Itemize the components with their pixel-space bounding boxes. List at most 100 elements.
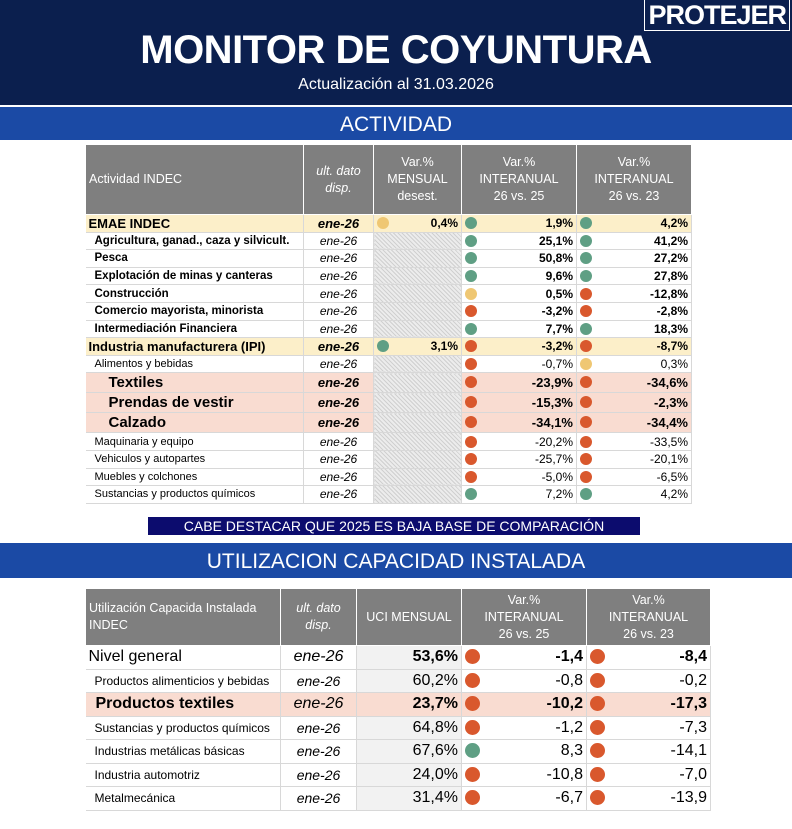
row: Pesca ene-26 50,8% 27,2% <box>85 249 692 268</box>
value: -6,7 <box>555 789 583 807</box>
row-label: Industrias metálicas básicas <box>85 739 281 764</box>
status-dot <box>465 790 480 806</box>
row-label: Sustancias y productos químicos <box>85 716 281 740</box>
row: Metalmecánica ene-26 31,4% -6,7 -13,9 <box>85 786 711 811</box>
header-cell: Utilización Capacida Instalada INDEC <box>85 588 281 646</box>
value: -34,4% <box>646 415 688 431</box>
row: Maquinaria y equipo ene-26 -20,2% -33,5% <box>85 432 692 451</box>
date-cell: ene-26 <box>303 214 374 233</box>
row: Sustancias y productos químicos ene-26 7,2… <box>85 485 692 504</box>
row: Agricultura, ganad., caza y silvicult. en… <box>85 232 692 251</box>
row: Productos textiles ene-26 23,7% -10,2 -17,3 <box>85 692 711 717</box>
value-cell: 41,2% <box>576 232 692 251</box>
value: -0,7% <box>541 357 573 372</box>
status-dot <box>465 340 477 353</box>
row-label: Explotación de minas y canteras <box>85 267 304 286</box>
status-dot <box>590 743 605 759</box>
date-cell: ene-26 <box>303 468 374 487</box>
value-cell: -20,1% <box>576 450 692 469</box>
status-dot <box>580 396 592 409</box>
date-cell: ene-26 <box>280 645 357 670</box>
value-cell: -33,5% <box>576 432 692 451</box>
header-cell: Var.% INTERANUAL 26 vs. 25 <box>461 588 587 646</box>
value-cell: -5,0% <box>461 468 577 487</box>
value-cell <box>373 232 462 251</box>
header-cell: ult. dato disp. <box>280 588 357 646</box>
status-dot <box>590 672 605 688</box>
value: 4,2% <box>660 487 688 502</box>
row-label: Metalmecánica <box>85 786 281 811</box>
value: -34,1% <box>531 415 573 431</box>
header-cell: Actividad INDEC <box>85 144 304 215</box>
value: -12,8% <box>649 286 688 301</box>
value: -17,3 <box>670 695 707 713</box>
row-label: Agricultura, ganad., caza y silvicult. <box>85 232 304 251</box>
activity-table: Actividad INDEC ult. dato disp. Var.% MENS… <box>85 144 692 504</box>
value: 18,3% <box>653 321 688 336</box>
value-cell: -3,2% <box>461 302 577 321</box>
row-label: Construcción <box>85 284 304 303</box>
row: EMAE INDEC ene-26 0,4% 1,9% 4,2% <box>85 214 692 233</box>
row-label: Industria automotriz <box>85 763 281 787</box>
status-dot <box>580 470 592 483</box>
value: -34,6% <box>646 375 688 391</box>
value-cell: -1,2 <box>461 716 587 740</box>
row-label: Maquinaria y equipo <box>85 432 304 451</box>
value-cell: -15,3% <box>461 392 577 414</box>
row-label: Vehiculos y autopartes <box>85 450 304 469</box>
status-dot <box>580 416 592 429</box>
status-dot <box>465 376 477 389</box>
status-dot <box>580 435 592 448</box>
status-dot <box>465 287 477 300</box>
status-dot <box>580 252 592 265</box>
value: 7,7% <box>545 321 573 336</box>
value-cell: -14,1 <box>586 739 711 764</box>
value: 0,4% <box>430 216 458 231</box>
value: -8,4 <box>679 648 707 666</box>
value: -2,3% <box>654 395 688 411</box>
value-cell <box>373 468 462 487</box>
row: Prendas de vestir ene-26 -15,3% -2,3% <box>85 392 692 414</box>
row-label: Alimentos y bebidas <box>85 355 304 374</box>
value-cell: 27,2% <box>576 249 692 268</box>
value-cell: 27,8% <box>576 267 692 286</box>
value-cell <box>373 485 462 504</box>
status-dot <box>590 649 605 665</box>
date-cell: ene-26 <box>303 432 374 451</box>
status-dot <box>590 696 605 712</box>
value-cell: 8,3 <box>461 739 587 764</box>
value: -14,1 <box>670 742 707 760</box>
value: 41,2% <box>653 233 688 248</box>
row: Intermediación Financiera ene-26 7,7% 18,3% <box>85 320 692 339</box>
value-cell: 18,3% <box>576 320 692 339</box>
status-dot <box>465 743 480 759</box>
header-cell: Var.% INTERANUAL 26 vs. 23 <box>576 144 692 215</box>
value-cell: -10,8 <box>461 763 587 787</box>
row: Sustancias y productos químicos ene-26 64,… <box>85 716 711 740</box>
row-label: Industria manufacturera (IPI) <box>85 337 304 356</box>
row-label: Nivel general <box>85 645 281 670</box>
date-cell: ene-26 <box>280 669 357 693</box>
row: Muebles y colchones ene-26 -5,0% -6,5% <box>85 468 692 487</box>
value-cell: -25,7% <box>461 450 577 469</box>
uci-cell: 31,4% <box>356 786 462 811</box>
value: -2,8% <box>656 304 688 319</box>
value: -1,4 <box>555 648 583 666</box>
value: -15,3% <box>531 395 573 411</box>
row: Explotación de minas y canteras ene-26 9,6… <box>85 267 692 286</box>
value-cell <box>373 249 462 268</box>
value-cell: 50,8% <box>461 249 577 268</box>
header-row: Utilización Capacida Instalada INDEC ult.… <box>85 588 711 646</box>
value-cell: 4,2% <box>576 214 692 233</box>
status-dot <box>465 322 477 335</box>
status-dot <box>580 322 592 335</box>
value-cell: 0,3% <box>576 355 692 374</box>
value-cell: -34,6% <box>576 372 692 394</box>
value-cell: -10,2 <box>461 692 587 717</box>
value: 3,1% <box>430 339 458 354</box>
header-cell: Var.% INTERANUAL 26 vs. 23 <box>586 588 711 646</box>
status-dot <box>590 790 605 806</box>
row: Industria manufacturera (IPI) ene-26 3,1% -… <box>85 337 692 356</box>
value-cell: 9,6% <box>461 267 577 286</box>
